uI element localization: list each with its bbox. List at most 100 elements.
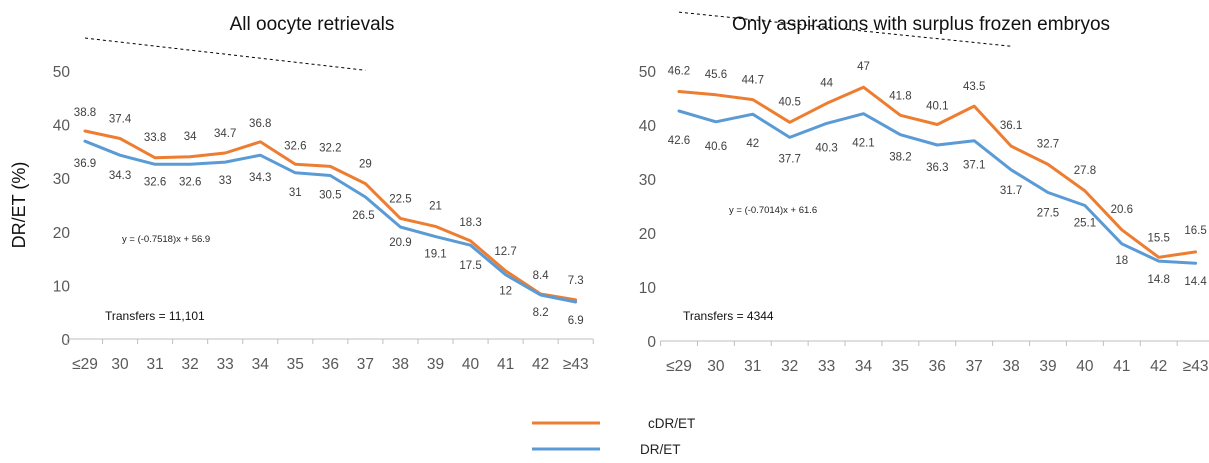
chart1-y-tick-label: 30 bbox=[53, 171, 71, 188]
chart1-x-tick-label: 33 bbox=[217, 356, 234, 373]
chart2-x-tick-label: ≤29 bbox=[666, 358, 692, 375]
chart2-data-label-dr-et: 14.8 bbox=[1148, 274, 1170, 286]
chart2-x-tick-label: ≥43 bbox=[1183, 358, 1209, 375]
chart1-x-tick-label: 30 bbox=[111, 356, 129, 373]
chart2-data-label-dr-et: 42.1 bbox=[852, 138, 874, 150]
chart1-y-tick-label: 10 bbox=[53, 278, 71, 295]
chart1-data-label-dr-et: 6.9 bbox=[568, 315, 584, 327]
chart1-data-label-cdr-et: 29 bbox=[359, 159, 372, 171]
chart2-x-tick-label: 42 bbox=[1150, 358, 1167, 375]
chart2-x-tick-label: 31 bbox=[744, 358, 761, 375]
chart1-data-label-dr-et: 32.6 bbox=[179, 176, 201, 188]
chart2-y-tick-label: 0 bbox=[647, 334, 656, 351]
legend-label: cDR/ET bbox=[648, 416, 695, 431]
chart1-y-tick-label: 20 bbox=[53, 225, 71, 242]
chart2-x-tick-label: 30 bbox=[707, 358, 725, 375]
chart1-data-label-dr-et: 34.3 bbox=[249, 172, 271, 184]
chart1-data-label-cdr-et: 36.8 bbox=[249, 118, 271, 130]
chart1-y-axis-label: DR/ET (%) bbox=[9, 162, 29, 249]
chart2-title: Only aspirations with surplus frozen emb… bbox=[732, 14, 1110, 35]
chart1-trendline bbox=[84, 37, 366, 71]
chart2-data-label-dr-et: 37.1 bbox=[963, 160, 985, 172]
chart2-data-label-cdr-et: 15.5 bbox=[1148, 232, 1170, 244]
chart2-x-tick-label: 37 bbox=[966, 358, 983, 375]
chart1-transfers-annotation: Transfers = 11,101 bbox=[105, 309, 205, 323]
chart2-data-label-cdr-et: 40.5 bbox=[779, 96, 801, 108]
chart2-data-label-dr-et: 25.1 bbox=[1074, 217, 1096, 229]
chart1-x-tick-label: 39 bbox=[427, 356, 444, 373]
chart1-data-label-dr-et: 33 bbox=[219, 175, 232, 187]
chart1-data-label-dr-et: 8.2 bbox=[533, 307, 549, 319]
chart2-data-label-cdr-et: 46.2 bbox=[668, 66, 690, 78]
chart2-x-tick-label: 32 bbox=[781, 358, 798, 375]
chart2-x-tick-label: 36 bbox=[929, 358, 946, 375]
chart2-data-label-cdr-et: 16.5 bbox=[1184, 225, 1206, 237]
chart1-data-label-dr-et: 36.9 bbox=[74, 158, 96, 170]
chart2-data-label-cdr-et: 44.7 bbox=[742, 75, 764, 87]
chart1-x-tick-label: 42 bbox=[532, 356, 549, 373]
chart2-data-label-cdr-et: 45.6 bbox=[705, 69, 727, 81]
chart1-x-tick-label: 37 bbox=[357, 356, 374, 373]
chart1-data-label-dr-et: 12 bbox=[499, 286, 512, 298]
chart1-data-label-cdr-et: 12.7 bbox=[494, 246, 516, 258]
chart2-data-label-cdr-et: 43.5 bbox=[963, 81, 985, 93]
chart2-data-label-cdr-et: 27.8 bbox=[1074, 165, 1096, 177]
chart2-data-label-cdr-et: 41.8 bbox=[889, 90, 911, 102]
chart1-x-tick-label: 40 bbox=[462, 356, 480, 373]
chart1-data-label-dr-et: 19.1 bbox=[424, 249, 446, 261]
chart1-data-label-dr-et: 20.9 bbox=[389, 237, 411, 249]
chart2-y-tick-label: 10 bbox=[639, 280, 657, 297]
chart1-x-tick-label: 34 bbox=[252, 356, 270, 373]
chart1-trendline-equation: y = (-0.7518)x + 56.9 bbox=[122, 234, 210, 245]
chart1-y-tick-label: 0 bbox=[61, 332, 70, 349]
chart2-data-label-cdr-et: 40.1 bbox=[926, 100, 948, 112]
chart2-data-label-cdr-et: 20.6 bbox=[1111, 204, 1133, 216]
chart2-data-label-dr-et: 42 bbox=[746, 138, 759, 150]
chart2-trendline-equation: y = (-0.7014)x + 61.6 bbox=[729, 205, 817, 216]
chart2-data-label-cdr-et: 36.1 bbox=[1000, 120, 1022, 132]
chart1-data-label-cdr-et: 34 bbox=[184, 131, 197, 143]
chart1-x-tick-label: 32 bbox=[182, 356, 199, 373]
chart1-data-label-cdr-et: 32.6 bbox=[284, 140, 306, 152]
chart2-x-tick-label: 41 bbox=[1113, 358, 1130, 375]
chart1-data-label-cdr-et: 21 bbox=[429, 200, 442, 212]
chart2-data-label-dr-et: 37.7 bbox=[779, 153, 801, 165]
chart2-y-tick-label: 40 bbox=[639, 118, 657, 135]
chart1-data-label-cdr-et: 38.8 bbox=[74, 107, 96, 119]
chart2-y-tick-label: 50 bbox=[639, 64, 657, 81]
chart1-data-label-dr-et: 17.5 bbox=[459, 260, 481, 272]
chart1-data-label-cdr-et: 34.7 bbox=[214, 128, 236, 140]
chart2-data-label-dr-et: 40.3 bbox=[815, 142, 837, 154]
chart1-data-label-dr-et: 34.3 bbox=[109, 170, 131, 182]
chart2-x-tick-label: 35 bbox=[892, 358, 909, 375]
chart1-x-tick-label: ≥43 bbox=[563, 356, 589, 373]
chart2-series-line-cdr-et bbox=[677, 85, 1198, 259]
chart2-transfers-annotation: Transfers = 4344 bbox=[683, 309, 774, 323]
chart1-x-tick-label: ≤29 bbox=[72, 356, 98, 373]
chart1-x-tick-label: 35 bbox=[287, 356, 304, 373]
chart2-x-tick-label: 34 bbox=[855, 358, 873, 375]
chart2-series-line-dr-et bbox=[677, 109, 1198, 265]
chart2-data-label-dr-et: 14.4 bbox=[1184, 276, 1207, 288]
chart2-y-tick-label: 30 bbox=[639, 172, 657, 189]
chart2-data-label-dr-et: 31.7 bbox=[1000, 185, 1022, 197]
chart1-data-label-cdr-et: 8.4 bbox=[533, 270, 550, 282]
chart1-data-label-dr-et: 30.5 bbox=[319, 190, 341, 202]
chart2-x-tick-label: 39 bbox=[1039, 358, 1056, 375]
chart1-data-label-cdr-et: 22.5 bbox=[389, 193, 411, 205]
chart1-data-label-dr-et: 31 bbox=[289, 187, 302, 199]
chart2-data-label-dr-et: 38.2 bbox=[889, 152, 911, 164]
chart2-data-label-dr-et: 40.6 bbox=[705, 141, 727, 153]
chart1-data-label-dr-et: 26.5 bbox=[352, 210, 374, 222]
chart2-data-label-cdr-et: 32.7 bbox=[1037, 138, 1059, 150]
chart1-data-label-cdr-et: 33.8 bbox=[144, 132, 166, 144]
chart2-data-label-dr-et: 27.5 bbox=[1037, 208, 1059, 220]
chart1-x-tick-label: 31 bbox=[146, 356, 163, 373]
chart1-data-label-cdr-et: 32.2 bbox=[319, 142, 341, 154]
chart2-data-label-dr-et: 36.3 bbox=[926, 162, 948, 174]
chart1-data-label-cdr-et: 18.3 bbox=[459, 217, 481, 229]
chart1-y-tick-label: 40 bbox=[53, 118, 71, 135]
chart2-data-label-dr-et: 18 bbox=[1115, 255, 1128, 267]
chart1-x-tick-label: 41 bbox=[497, 356, 514, 373]
chart1-series-line-cdr-et bbox=[83, 129, 578, 302]
